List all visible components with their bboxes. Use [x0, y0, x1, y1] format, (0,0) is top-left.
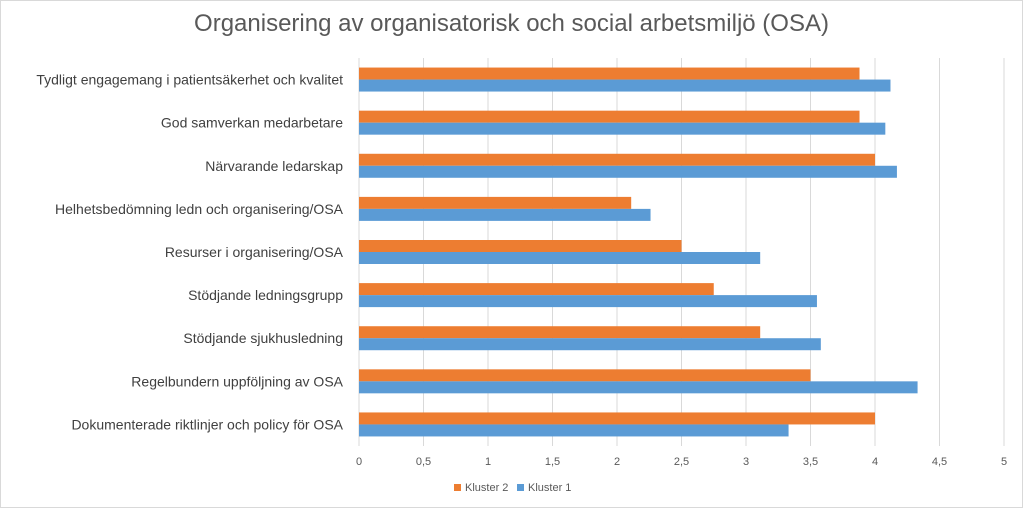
category-label: Helhetsbedömning ledn och organisering/O…	[55, 201, 344, 217]
bar-kluster-1	[359, 79, 891, 92]
category-label: Stödjande sjukhusledning	[183, 330, 343, 346]
bar-kluster-1	[359, 208, 651, 221]
bar-kluster-1	[359, 165, 897, 178]
x-tick-label: 0	[356, 456, 362, 468]
bar-kluster-2	[359, 283, 714, 296]
bar-kluster-2	[359, 153, 875, 166]
category-label: Dokumenterade riktlinjer och policy för …	[71, 416, 343, 432]
x-tick-label: 1	[485, 456, 491, 468]
bar-kluster-1	[359, 381, 918, 394]
category-label: Stödjande ledningsgrupp	[188, 287, 343, 303]
bar-kluster-2	[359, 240, 682, 252]
category-label: Regelbundern uppföljning av OSA	[131, 373, 343, 389]
chart-title: Organisering av organisatorisk och socia…	[194, 10, 829, 37]
x-tick-label: 4	[872, 456, 878, 468]
bar-kluster-1	[359, 295, 817, 308]
bar-kluster-1	[359, 122, 886, 135]
legend-label-kluster-1: Kluster 1	[528, 482, 571, 494]
x-tick-label: 1,5	[545, 456, 560, 468]
bar-kluster-2	[359, 369, 811, 382]
bar-kluster-1	[359, 338, 821, 351]
legend-label-kluster-2: Kluster 2	[465, 482, 508, 494]
category-label: Närvarande ledarskap	[205, 158, 343, 174]
category-label: God samverkan medarbetare	[161, 115, 343, 131]
bar-kluster-2	[359, 67, 860, 80]
bar-kluster-2	[359, 412, 875, 425]
x-tick-label: 2,5	[674, 456, 689, 468]
bar-kluster-2	[359, 326, 761, 339]
legend-swatch-kluster-1	[517, 484, 524, 491]
x-tick-label: 2	[614, 456, 620, 468]
x-tick-label: 3,5	[803, 456, 818, 468]
category-label: Tydligt engagemang i patientsäkerhet och…	[36, 72, 343, 88]
bar-kluster-2	[359, 110, 860, 123]
x-tick-label: 3	[743, 456, 749, 468]
x-tick-label: 4,5	[932, 456, 947, 468]
category-label: Resurser i organisering/OSA	[165, 244, 344, 260]
x-tick-label: 0,5	[416, 456, 431, 468]
legend-swatch-kluster-2	[454, 484, 461, 491]
bar-kluster-1	[359, 424, 789, 437]
bar-kluster-2	[359, 196, 632, 209]
x-tick-label: 5	[1001, 456, 1007, 468]
bar-kluster-1	[359, 252, 761, 264]
